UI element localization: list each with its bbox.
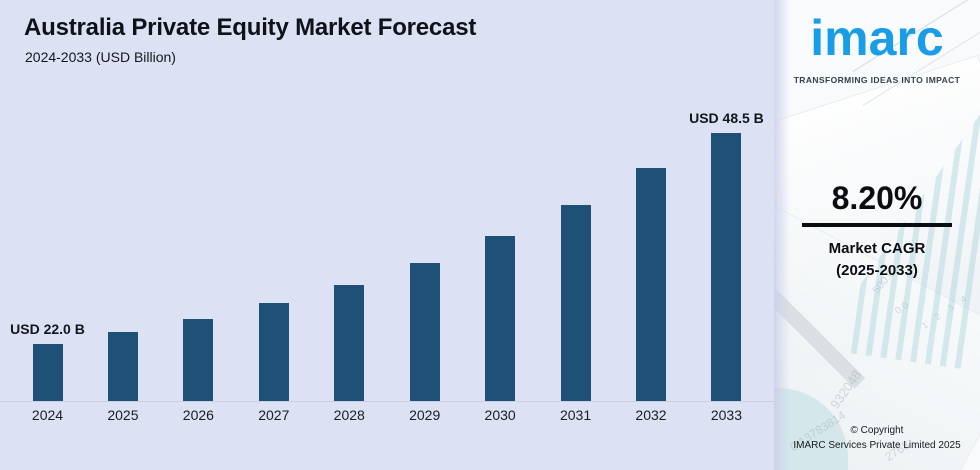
- bar-column-2028: [312, 110, 387, 402]
- watermark-number: 0.0: [893, 300, 911, 317]
- x-tick-2029: 2029: [409, 407, 441, 423]
- imarc-logo-tagline: TRANSFORMING IDEAS INTO IMPACT: [793, 75, 961, 85]
- bar-2031: [560, 205, 591, 402]
- bar-column-2031: [538, 110, 613, 402]
- watermark-number: 1 2 3 4: [919, 291, 972, 331]
- bar-value-label-2024: USD 22.0 B: [10, 321, 85, 337]
- x-tick-2028: 2028: [333, 407, 365, 423]
- cagr-divider: [802, 223, 952, 227]
- bar-chart-plot: USD 22.0 B USD 48.5 B: [10, 110, 764, 402]
- chart-panel: Australia Private Equity Market Forecast…: [0, 14, 774, 423]
- page-title: Australia Private Equity Market Forecast: [24, 14, 477, 41]
- bar-2027: [258, 303, 289, 402]
- x-tick-2024: 2024: [31, 407, 64, 423]
- bar-2032: [636, 168, 666, 402]
- imarc-logo: imarc TRANSFORMING IDEAS INTO IMPACT: [774, 4, 980, 85]
- bar-column-2024: USD 22.0 B: [10, 110, 85, 402]
- copyright: © Copyright IMARC Services Private Limit…: [774, 424, 980, 453]
- bar-column-2032: [614, 110, 689, 402]
- imarc-logo-text: imarc: [810, 10, 944, 66]
- x-tick-2030: 2030: [484, 407, 516, 423]
- cagr-label: Market CAGR (2025-2033): [774, 238, 980, 282]
- x-axis-line: [0, 401, 774, 402]
- copyright-line2: IMARC Services Private Limited 2025: [793, 439, 961, 451]
- watermark-number: 932048: [827, 367, 865, 412]
- bar-2024: [32, 344, 63, 402]
- bar-column-2030: [463, 110, 538, 402]
- bar-2028: [334, 285, 365, 402]
- bar-column-2027: [236, 110, 311, 402]
- cagr-block: 8.20% Market CAGR (2025-2033): [774, 180, 980, 282]
- x-tick-2033: 2033: [710, 407, 743, 423]
- copyright-line1: © Copyright: [850, 425, 904, 436]
- x-tick-2032: 2032: [635, 407, 667, 423]
- x-tick-2027: 2027: [258, 407, 290, 423]
- bar-column-2029: [387, 110, 462, 402]
- bar-2029: [409, 263, 440, 402]
- bar-2033: [711, 133, 742, 402]
- bar-2026: [183, 319, 214, 402]
- x-tick-2025: 2025: [107, 407, 139, 423]
- brand-sidebar: 500.0 0.0 1 2 3 4 932048 0.13783814 2768…: [774, 0, 980, 470]
- cagr-value: 8.20%: [831, 180, 923, 216]
- bar-2030: [485, 236, 516, 402]
- page-subtitle: 2024-2033 (USD Billion): [25, 49, 176, 65]
- bar-column-2033: USD 48.5 B: [689, 110, 764, 402]
- x-axis-labels: 2024 2025 2026 2027 2028 2029 2030 2031 2032 2033: [10, 407, 764, 423]
- bar-2025: [107, 332, 138, 402]
- bar-column-2026: [161, 110, 236, 402]
- x-tick-2031: 2031: [559, 407, 592, 423]
- cagr-label-line2: (2025-2033): [836, 261, 918, 279]
- bar-column-2025: [85, 110, 160, 402]
- bar-value-label-2033: USD 48.5 B: [689, 110, 764, 126]
- cagr-label-line1: Market CAGR: [828, 240, 926, 257]
- x-tick-2026: 2026: [182, 407, 214, 423]
